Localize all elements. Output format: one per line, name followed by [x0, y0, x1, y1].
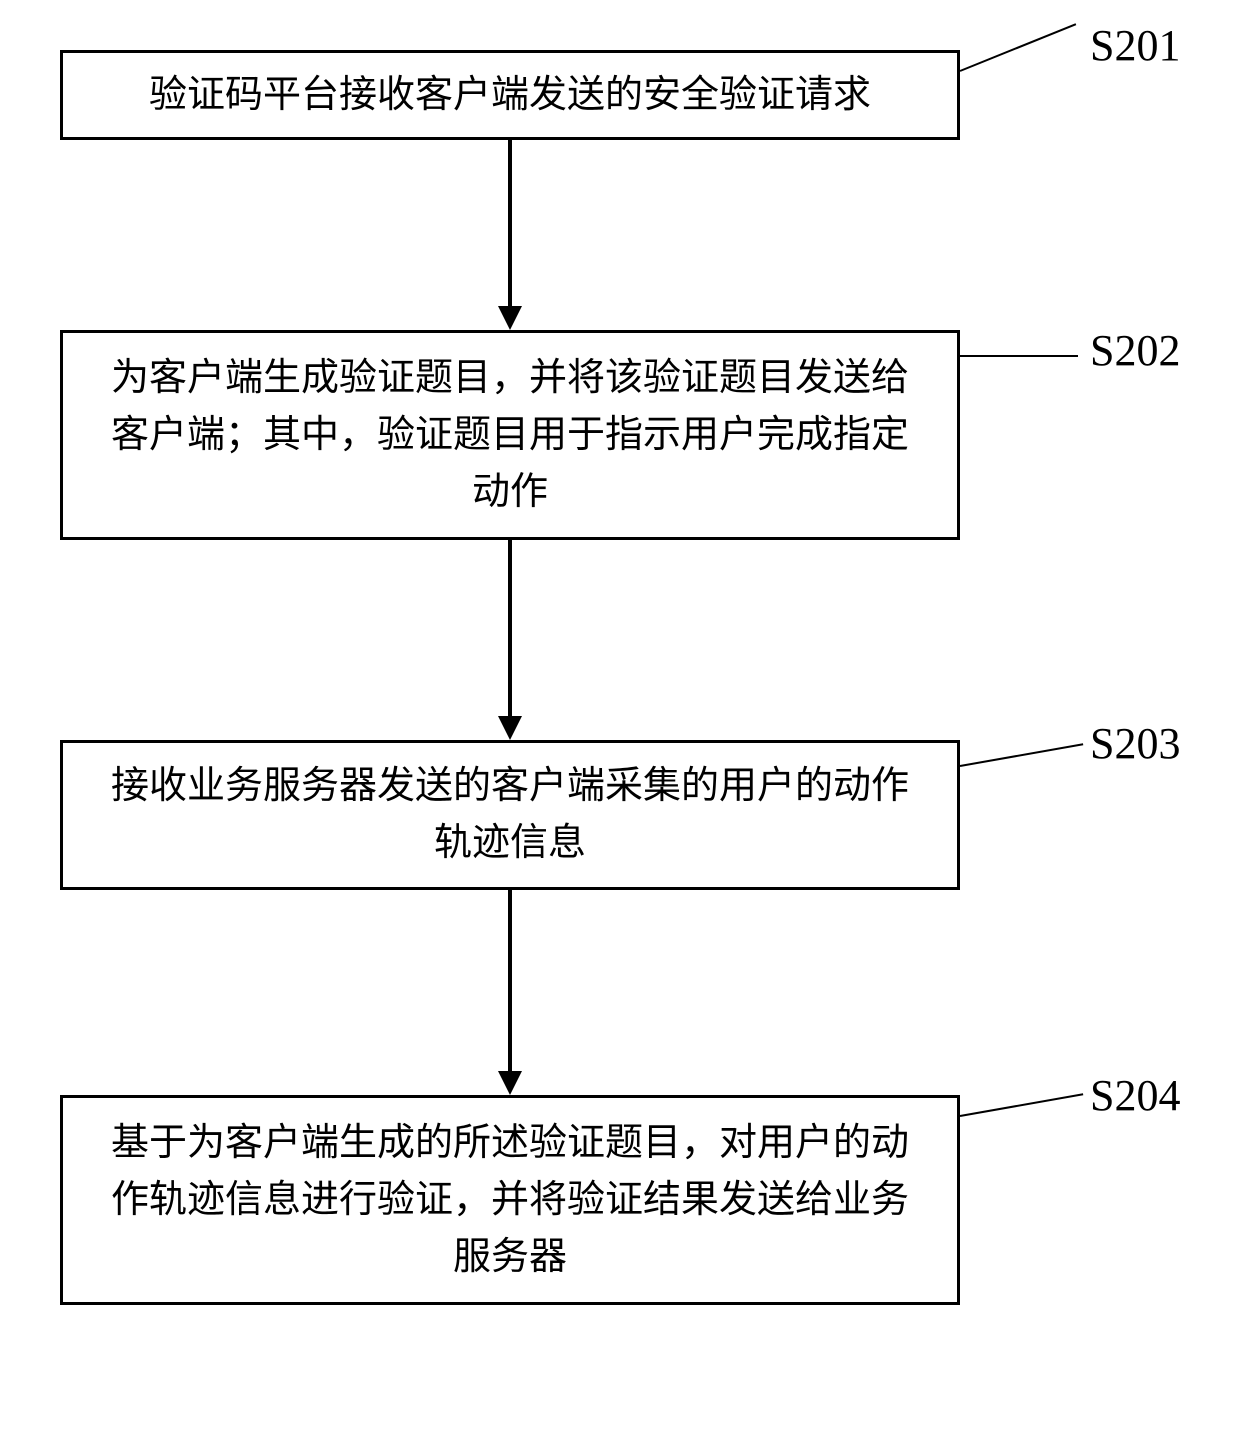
leader-line — [960, 743, 1083, 767]
step-label-s203: S203 — [1090, 718, 1180, 769]
flow-node-s204: 基于为客户端生成的所述验证题目，对用户的动作轨迹信息进行验证，并将验证结果发送给… — [60, 1095, 960, 1305]
node-text: 为客户端生成验证题目，并将该验证题目发送给客户端；其中，验证题目用于指示用户完成… — [93, 350, 927, 521]
flow-node-s201: 验证码平台接收客户端发送的安全验证请求 — [60, 50, 960, 140]
arrow-head-icon — [498, 716, 522, 740]
step-label-s202: S202 — [1090, 325, 1180, 376]
leader-line — [960, 1093, 1083, 1117]
step-label-s201: S201 — [1090, 20, 1180, 71]
node-text: 接收业务服务器发送的客户端采集的用户的动作轨迹信息 — [93, 758, 927, 872]
flow-node-s203: 接收业务服务器发送的客户端采集的用户的动作轨迹信息 — [60, 740, 960, 890]
flow-node-s202: 为客户端生成验证题目，并将该验证题目发送给客户端；其中，验证题目用于指示用户完成… — [60, 330, 960, 540]
leader-line — [960, 23, 1077, 72]
flow-arrow — [508, 140, 512, 308]
node-text: 基于为客户端生成的所述验证题目，对用户的动作轨迹信息进行验证，并将验证结果发送给… — [93, 1115, 927, 1286]
arrow-head-icon — [498, 1071, 522, 1095]
flow-arrow — [508, 890, 512, 1073]
arrow-head-icon — [498, 306, 522, 330]
leader-line — [960, 355, 1078, 357]
step-label-s204: S204 — [1090, 1070, 1180, 1121]
flow-arrow — [508, 540, 512, 718]
node-text: 验证码平台接收客户端发送的安全验证请求 — [149, 67, 871, 124]
